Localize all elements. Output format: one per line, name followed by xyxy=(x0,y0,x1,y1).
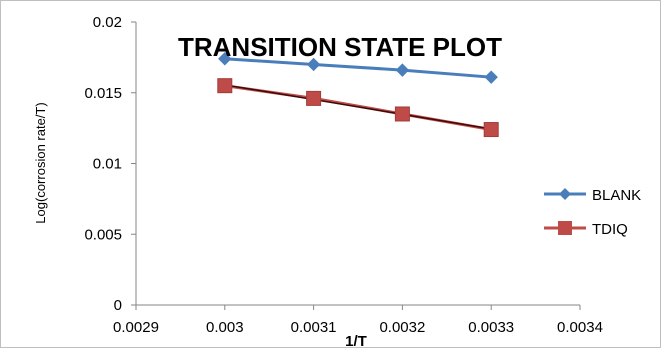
data-point-blank xyxy=(218,52,232,66)
data-point-blank xyxy=(395,63,410,77)
x-tick-label: 0.003 xyxy=(206,319,244,336)
x-tick-label: 0.0029 xyxy=(113,319,159,336)
x-tick-label: 0.0033 xyxy=(468,319,514,336)
x-tick-label: 0.0031 xyxy=(291,319,337,336)
legend-marker-blank xyxy=(559,188,571,200)
y-tick-label: 0.005 xyxy=(84,226,122,243)
trendline-tdiq xyxy=(224,84,492,130)
chart-title: TRANSITION STATE PLOT xyxy=(178,32,502,62)
data-point-blank xyxy=(484,70,498,84)
data-point-tdiq xyxy=(394,106,410,122)
data-point-tdiq xyxy=(306,90,322,106)
data-point-tdiq xyxy=(483,122,499,138)
legend-label-blank: BLANK xyxy=(592,187,641,204)
series-line-blank xyxy=(224,57,492,79)
y-tick-label: 0.015 xyxy=(84,85,122,102)
data-point-blank xyxy=(306,57,321,72)
y-tick-label: 0 xyxy=(114,297,122,314)
x-tick-label: 0.0032 xyxy=(379,319,425,336)
x-tick-label: 0.0034 xyxy=(557,319,603,336)
y-axis-label: Log(corrosion rate/T) xyxy=(33,102,48,223)
y-tick-label: 0.02 xyxy=(93,14,122,31)
legend: BLANK TDIQ xyxy=(544,187,641,238)
y-tick-label: 0.01 xyxy=(93,156,122,173)
legend-marker-tdiq xyxy=(558,221,572,235)
x-axis-label: 1/T xyxy=(345,333,367,348)
data-point-tdiq xyxy=(217,78,233,94)
legend-label-tdiq: TDIQ xyxy=(592,221,628,238)
